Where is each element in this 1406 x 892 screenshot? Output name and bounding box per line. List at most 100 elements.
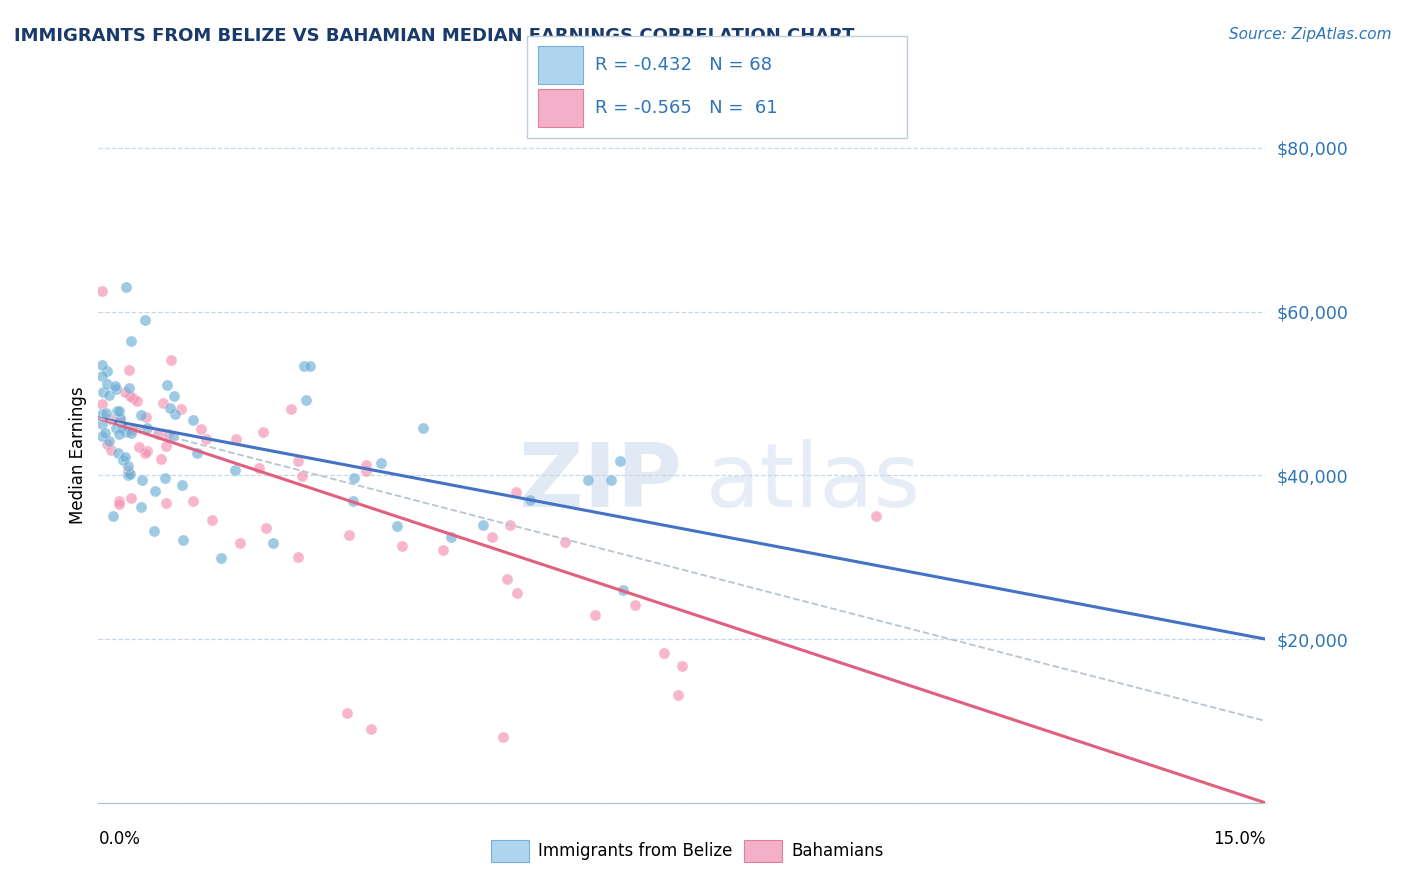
Point	[337, 528, 360, 542]
Point	[472, 517, 495, 532]
Text: R = -0.432   N = 68: R = -0.432 N = 68	[595, 56, 772, 74]
Point	[91, 429, 114, 443]
Point	[155, 496, 177, 510]
Point	[159, 401, 181, 415]
Point	[105, 404, 128, 418]
Point	[143, 484, 166, 499]
Point	[152, 395, 174, 409]
Point	[121, 392, 143, 406]
Point	[111, 421, 134, 435]
Point	[170, 402, 193, 417]
Point	[201, 512, 224, 526]
Point	[112, 453, 135, 467]
Point	[666, 688, 689, 702]
Point	[108, 493, 131, 508]
Text: Bahamians: Bahamians	[792, 842, 884, 860]
Point	[129, 500, 152, 515]
Point	[131, 473, 153, 487]
Point	[100, 411, 122, 425]
Point	[162, 429, 184, 443]
Point	[117, 468, 139, 483]
Point	[91, 417, 114, 431]
Point	[262, 536, 284, 550]
Point	[519, 493, 541, 508]
Point	[505, 586, 527, 600]
Point	[496, 572, 519, 586]
Point	[299, 359, 322, 374]
Point	[612, 583, 634, 598]
Point	[107, 426, 129, 441]
Point	[110, 412, 132, 426]
Point	[135, 444, 157, 458]
Point	[104, 379, 127, 393]
Point	[108, 410, 131, 425]
Point	[91, 358, 114, 372]
Point	[295, 392, 318, 407]
Point	[100, 443, 122, 458]
Point	[440, 530, 463, 544]
Point	[554, 535, 576, 549]
Point	[105, 421, 128, 435]
Point	[96, 436, 118, 450]
Point	[94, 406, 117, 420]
Point	[391, 539, 413, 553]
Text: Source: ZipAtlas.com: Source: ZipAtlas.com	[1229, 27, 1392, 42]
Point	[585, 608, 607, 623]
Point	[385, 519, 408, 533]
Point	[93, 425, 115, 440]
Point	[118, 363, 141, 377]
Point	[865, 509, 887, 524]
Point	[120, 426, 142, 441]
Text: IMMIGRANTS FROM BELIZE VS BAHAMIAN MEDIAN EARNINGS CORRELATION CHART: IMMIGRANTS FROM BELIZE VS BAHAMIAN MEDIA…	[14, 27, 855, 45]
Point	[492, 731, 515, 745]
Point	[128, 440, 150, 454]
Point	[91, 407, 114, 421]
Point	[360, 722, 382, 736]
Point	[356, 458, 378, 472]
Point	[254, 520, 277, 534]
Point	[181, 413, 204, 427]
Point	[159, 353, 181, 368]
Point	[134, 313, 156, 327]
Point	[149, 451, 172, 466]
Text: 15.0%: 15.0%	[1213, 830, 1265, 847]
Point	[291, 469, 314, 483]
Point	[229, 536, 252, 550]
Point	[671, 658, 693, 673]
Point	[190, 422, 212, 436]
Point	[599, 473, 621, 487]
Point	[114, 385, 136, 400]
Point	[96, 364, 118, 378]
Point	[148, 426, 170, 441]
Point	[172, 533, 194, 548]
Point	[96, 377, 118, 392]
Point	[370, 456, 392, 470]
Point	[654, 646, 676, 660]
Point	[115, 425, 138, 440]
Point	[163, 407, 186, 421]
Point	[120, 334, 142, 348]
Point	[135, 421, 157, 435]
Text: R = -0.565   N =  61: R = -0.565 N = 61	[595, 99, 778, 117]
Point	[91, 369, 114, 384]
Point	[156, 378, 179, 392]
Point	[121, 423, 143, 437]
Text: Immigrants from Belize: Immigrants from Belize	[538, 842, 733, 860]
Point	[91, 284, 114, 298]
Point	[354, 464, 377, 478]
Point	[170, 478, 193, 492]
Text: ZIP: ZIP	[519, 439, 682, 526]
Point	[287, 550, 309, 565]
Point	[292, 359, 315, 373]
Point	[287, 454, 309, 468]
Point	[343, 471, 366, 485]
Point	[125, 393, 148, 408]
Point	[120, 389, 142, 403]
Point	[576, 473, 599, 487]
Point	[186, 446, 208, 460]
Point	[505, 484, 527, 499]
Point	[209, 551, 232, 566]
Point	[107, 404, 129, 418]
Point	[609, 454, 631, 468]
Point	[481, 530, 503, 544]
